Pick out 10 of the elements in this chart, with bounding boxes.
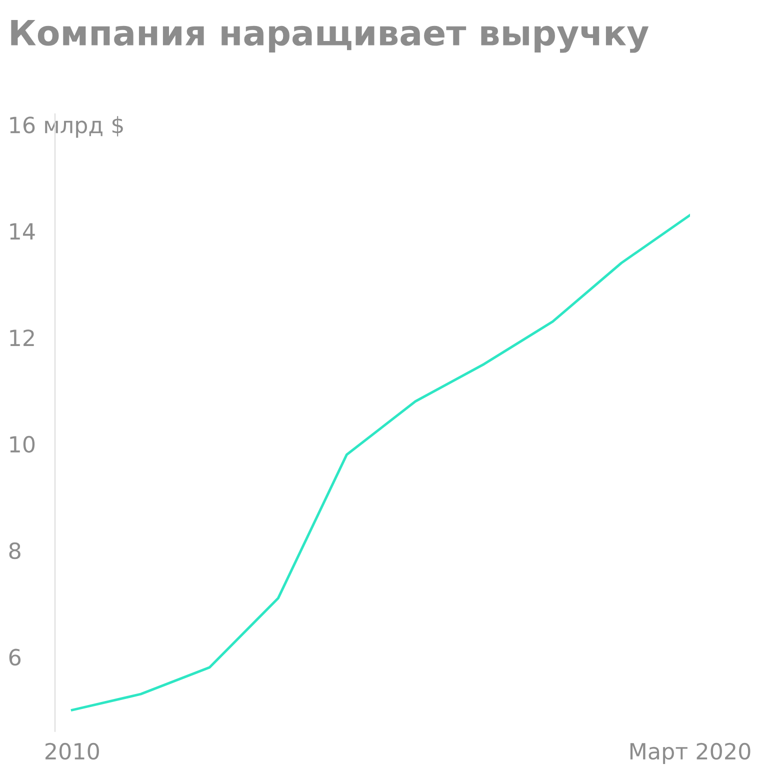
y-tick-label: 6	[9, 648, 21, 666]
y-tick-label: 10	[10, 436, 35, 453]
y-tick-label: 14	[10, 223, 35, 240]
y-tick-label: 8	[9, 542, 20, 560]
chart-title: Компания наращивает выручку	[11, 20, 649, 53]
y-tick-label: 12	[10, 329, 34, 346]
x-tick-label: 2010	[46, 742, 99, 760]
x-tick-label: Март 2020	[630, 742, 750, 764]
y-tick-label: 16 млрд $	[10, 116, 123, 138]
line-series	[70, 214, 690, 712]
